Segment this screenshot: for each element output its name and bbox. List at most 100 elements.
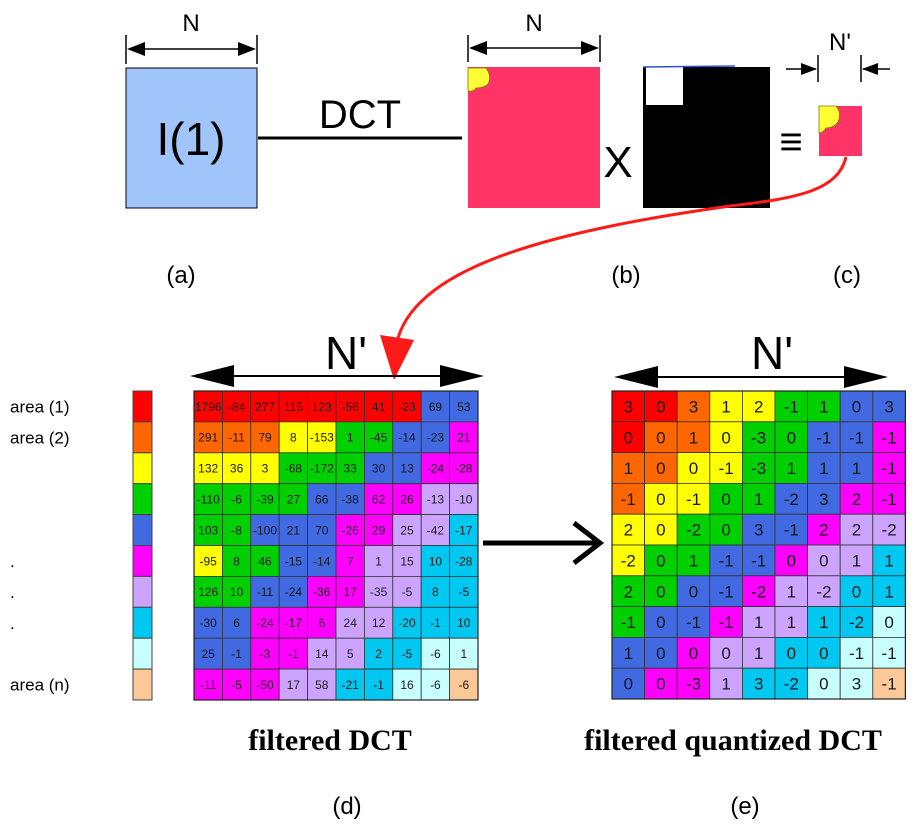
dct-cell-value: 53 <box>457 400 471 414</box>
dct-cell-value: -5 <box>458 585 469 599</box>
qdct-cell-value: 0 <box>852 398 861 417</box>
qdct-cell <box>676 575 711 607</box>
qdct-cell-value: 1 <box>689 552 698 571</box>
dct-cell-value: 7 <box>347 554 354 568</box>
dct-cell-value: -1 <box>231 647 242 661</box>
qdct-cell-value: 1 <box>852 459 861 478</box>
legend-swatch-3 <box>132 452 153 485</box>
qdct-cell-value: -2 <box>849 613 864 632</box>
dct-cell-value: -21 <box>342 678 360 692</box>
qdct-cell <box>742 390 776 423</box>
dct-cell-value: -1 <box>288 647 299 661</box>
dct-cell-value: -24 <box>285 585 303 599</box>
dct-cell <box>221 421 252 454</box>
qdct-cell-value: -2 <box>816 582 831 601</box>
qdct-cell-value: 2 <box>754 398 763 417</box>
dct-cell-value: 103 <box>198 523 218 537</box>
dct-cell-value: -42 <box>427 523 445 537</box>
qdct-cell-value: 0 <box>819 675 828 694</box>
legend-label: area (n) <box>10 676 70 695</box>
dct-cell-value: -10 <box>455 492 473 506</box>
dct-cell-value: 58 <box>315 678 329 692</box>
dct-cell-value: 15 <box>400 554 414 568</box>
qdct-cell-value: -1 <box>621 490 636 509</box>
qdct-cell-value: -1 <box>621 613 636 632</box>
qdct-cell-value: -2 <box>882 521 897 540</box>
dct-cell-value: -110 <box>197 492 220 506</box>
qdct-cell-value: 0 <box>852 582 861 601</box>
dct-cell-value: 5 <box>347 647 354 661</box>
dct-cell-value: -100 <box>253 523 277 537</box>
dct-cell <box>449 637 479 670</box>
dct-cell-value: -84 <box>228 400 246 414</box>
qdct-cell <box>709 482 743 515</box>
qdct-cell <box>644 606 678 638</box>
qdct-cell-value: 0 <box>656 398 665 417</box>
qdct-cell-value: 0 <box>624 675 633 694</box>
dct-cell-value: 6 <box>318 616 325 630</box>
dct-cell-value: 25 <box>400 523 414 537</box>
dct-cell <box>307 637 337 670</box>
dct-cell <box>307 452 337 485</box>
dct-cell-value: -38 <box>342 492 360 506</box>
qdct-cell <box>872 667 906 700</box>
matrix-d-dimension: N' <box>190 327 484 387</box>
qdct-cell-value: 1 <box>754 613 763 632</box>
qdct-cell-value: 2 <box>624 582 633 601</box>
block-b-dimension: N <box>467 10 601 62</box>
dct-cell-value: -45 <box>370 431 388 445</box>
dct-cell-value: -23 <box>398 400 416 414</box>
caption-d: (d) <box>332 793 361 820</box>
dct-cell <box>392 637 422 670</box>
dct-cell-value: -5 <box>402 585 413 599</box>
qdct-cell <box>644 667 678 700</box>
qdct-cell <box>839 452 874 484</box>
qdct-cell-value: 0 <box>656 582 665 601</box>
dct-cell <box>278 606 309 639</box>
qdct-cell <box>872 390 906 423</box>
legend-swatch-6 <box>132 545 153 577</box>
dct-cell-value: 36 <box>230 462 244 476</box>
qdct-cell <box>709 452 743 484</box>
dct-cell <box>193 576 223 608</box>
dct-cell <box>307 421 337 454</box>
qdct-cell <box>644 452 678 484</box>
dct-cell-value: -56 <box>342 400 360 414</box>
dct-cell-value: 115 <box>284 400 303 414</box>
dct-cell <box>221 483 252 516</box>
qdct-cell-value: 1 <box>852 552 861 571</box>
matrix-e-dimension: N' <box>614 327 888 388</box>
qdct-cell-value: 0 <box>689 644 698 663</box>
area-legend-labels: area (1) area (2)... area (n) <box>10 397 70 694</box>
dct-cell-value: 17 <box>344 585 358 599</box>
qdct-cell-value: 1 <box>721 675 730 694</box>
dct-cell-value: 1 <box>375 554 382 568</box>
qdct-cell <box>872 482 906 515</box>
qdct-cell-value: 0 <box>721 521 730 540</box>
qdct-cell <box>872 606 906 638</box>
zoom-arrow-line <box>396 156 848 339</box>
dct-cell-value: -20 <box>398 616 416 630</box>
dct-border <box>193 390 479 701</box>
block-c-dim-label: N' <box>829 29 851 56</box>
dct-cell-value: -24 <box>427 462 445 476</box>
qdct-border <box>611 390 906 700</box>
qdct-cell <box>807 513 841 546</box>
dct-cell <box>250 514 280 546</box>
dct-cell-value: -30 <box>200 616 218 630</box>
dct-cell-value: 14 <box>315 647 329 661</box>
dct-cell-value: 13 <box>400 462 414 476</box>
dct-cell <box>335 606 365 639</box>
qdct-cell-value: -1 <box>882 644 897 663</box>
dct-cell-value: -6 <box>430 647 441 661</box>
qdct-cell-value: -1 <box>719 459 734 478</box>
dct-cell-value: -24 <box>256 616 274 630</box>
qdct-cell <box>676 421 711 453</box>
qdct-cell-value: 1 <box>787 582 796 601</box>
multiply-symbol: X <box>603 138 632 187</box>
qdct-cell-value: 0 <box>787 552 796 571</box>
qdct-cell-value: 0 <box>656 675 665 694</box>
dct-cell-value: -39 <box>256 492 274 506</box>
dct-cell <box>449 576 479 608</box>
dct-cell <box>363 545 394 577</box>
